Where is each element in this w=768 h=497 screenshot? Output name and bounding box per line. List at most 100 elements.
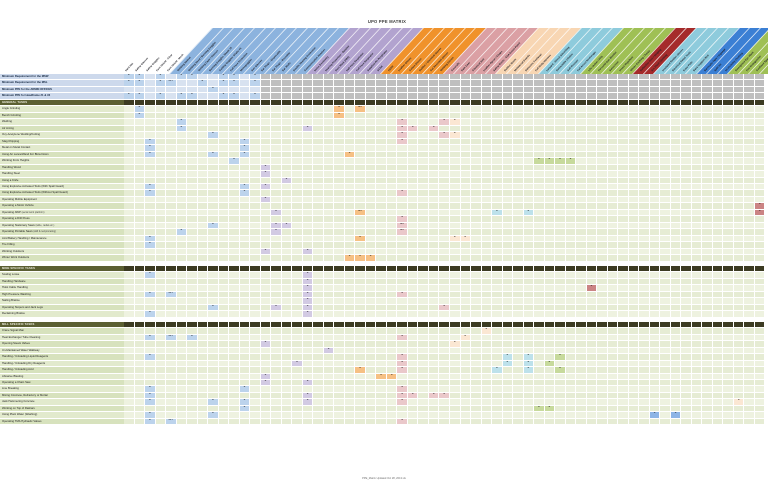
matrix-cell[interactable]: [607, 248, 619, 256]
matrix-cell[interactable]: [166, 354, 177, 361]
matrix-cell[interactable]: [407, 74, 419, 81]
table-row[interactable]: Handling Steel X: [0, 171, 766, 178]
matrix-cell[interactable]: [145, 93, 156, 100]
matrix-cell[interactable]: [313, 321, 324, 329]
matrix-cell[interactable]: [597, 112, 608, 120]
matrix-cell[interactable]: [187, 138, 198, 146]
matrix-cell[interactable]: [597, 248, 608, 256]
matrix-cell[interactable]: [681, 171, 692, 178]
matrix-cell[interactable]: [271, 183, 282, 191]
matrix-cell[interactable]: [723, 311, 734, 318]
matrix-cell[interactable]: [365, 392, 377, 400]
matrix-cell[interactable]: [124, 229, 135, 236]
matrix-cell[interactable]: [449, 229, 461, 236]
matrix-cell[interactable]: X: [260, 183, 272, 191]
table-row[interactable]: Working on Top of Railcars X X X: [0, 405, 766, 413]
matrix-cell[interactable]: [607, 151, 619, 159]
matrix-cell[interactable]: [355, 99, 366, 107]
matrix-cell[interactable]: [250, 412, 261, 419]
matrix-cell[interactable]: [586, 99, 598, 107]
matrix-cell[interactable]: [702, 392, 713, 400]
matrix-cell[interactable]: [565, 138, 577, 146]
matrix-cell[interactable]: [166, 99, 177, 107]
matrix-cell[interactable]: [576, 196, 587, 204]
matrix-cell[interactable]: [302, 183, 314, 191]
matrix-cell[interactable]: [313, 151, 324, 159]
matrix-cell[interactable]: [271, 321, 282, 329]
matrix-cell[interactable]: [639, 112, 650, 120]
matrix-cell[interactable]: [229, 177, 240, 184]
matrix-cell[interactable]: [513, 392, 524, 400]
matrix-cell[interactable]: [239, 265, 251, 273]
matrix-cell[interactable]: [355, 328, 366, 335]
matrix-cell[interactable]: [376, 119, 387, 126]
matrix-cell[interactable]: [302, 222, 314, 230]
matrix-cell[interactable]: [523, 145, 535, 152]
matrix-cell[interactable]: [449, 203, 461, 210]
matrix-cell[interactable]: [397, 304, 408, 312]
matrix-cell[interactable]: [502, 272, 514, 279]
matrix-cell[interactable]: [260, 209, 272, 217]
matrix-cell[interactable]: [260, 112, 272, 120]
matrix-cell[interactable]: [376, 265, 387, 273]
matrix-cell[interactable]: [218, 298, 230, 305]
matrix-cell[interactable]: [271, 158, 282, 165]
matrix-cell[interactable]: [365, 177, 377, 184]
matrix-cell[interactable]: [428, 367, 440, 374]
matrix-cell[interactable]: [124, 321, 135, 329]
matrix-cell[interactable]: [197, 132, 209, 139]
matrix-cell[interactable]: OPT: [355, 106, 366, 113]
matrix-cell[interactable]: [134, 304, 146, 312]
matrix-cell[interactable]: [702, 291, 713, 299]
matrix-cell[interactable]: [565, 229, 577, 236]
matrix-cell[interactable]: [544, 418, 556, 426]
matrix-cell[interactable]: [586, 86, 598, 94]
matrix-cell[interactable]: [376, 203, 387, 210]
matrix-cell[interactable]: [134, 265, 146, 273]
matrix-cell[interactable]: [313, 392, 324, 400]
matrix-cell[interactable]: [607, 145, 619, 152]
matrix-cell[interactable]: [124, 132, 135, 139]
matrix-cell[interactable]: [187, 203, 198, 210]
matrix-cell[interactable]: [523, 106, 535, 113]
matrix-cell[interactable]: [197, 235, 209, 243]
matrix-cell[interactable]: [534, 86, 545, 94]
table-row[interactable]: Working From Heights X X X X X: [0, 158, 766, 165]
matrix-cell[interactable]: [176, 164, 188, 172]
matrix-cell[interactable]: [302, 171, 314, 178]
matrix-cell[interactable]: [471, 242, 482, 249]
matrix-cell[interactable]: X: [250, 74, 261, 81]
matrix-cell[interactable]: [481, 235, 493, 243]
matrix-cell[interactable]: [481, 311, 493, 318]
matrix-cell[interactable]: [197, 145, 209, 152]
matrix-cell[interactable]: X: [481, 328, 493, 335]
matrix-cell[interactable]: [691, 328, 703, 335]
matrix-cell[interactable]: [418, 74, 429, 81]
matrix-cell[interactable]: [449, 74, 461, 81]
matrix-cell[interactable]: [386, 265, 398, 273]
matrix-cell[interactable]: [534, 74, 545, 81]
matrix-cell[interactable]: [208, 334, 219, 342]
matrix-cell[interactable]: [618, 354, 629, 361]
matrix-cell[interactable]: [597, 145, 608, 152]
matrix-cell[interactable]: [460, 255, 472, 262]
matrix-cell[interactable]: [176, 360, 188, 368]
matrix-cell[interactable]: [744, 112, 755, 120]
matrix-cell[interactable]: [670, 177, 682, 184]
matrix-cell[interactable]: [124, 328, 135, 335]
matrix-cell[interactable]: [670, 367, 682, 374]
matrix-cell[interactable]: [197, 328, 209, 335]
matrix-cell[interactable]: [618, 86, 629, 94]
matrix-cell[interactable]: [586, 190, 598, 197]
matrix-cell[interactable]: [723, 209, 734, 217]
matrix-cell[interactable]: [460, 405, 472, 413]
matrix-cell[interactable]: [544, 373, 556, 381]
matrix-cell[interactable]: [481, 158, 493, 165]
matrix-cell[interactable]: [754, 298, 766, 305]
matrix-cell[interactable]: [155, 291, 167, 299]
matrix-cell[interactable]: [250, 265, 261, 273]
matrix-cell[interactable]: [754, 285, 766, 292]
matrix-cell[interactable]: [250, 171, 261, 178]
matrix-cell[interactable]: [565, 203, 577, 210]
matrix-cell[interactable]: [407, 209, 419, 217]
